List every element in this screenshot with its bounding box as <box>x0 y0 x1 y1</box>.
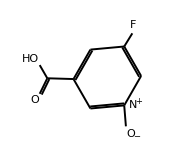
Text: O: O <box>30 95 39 105</box>
Text: O: O <box>127 129 136 139</box>
Text: HO: HO <box>22 54 39 64</box>
Text: F: F <box>130 20 137 30</box>
Text: +: + <box>135 97 142 106</box>
Text: N: N <box>128 100 137 110</box>
Text: −: − <box>133 132 140 141</box>
